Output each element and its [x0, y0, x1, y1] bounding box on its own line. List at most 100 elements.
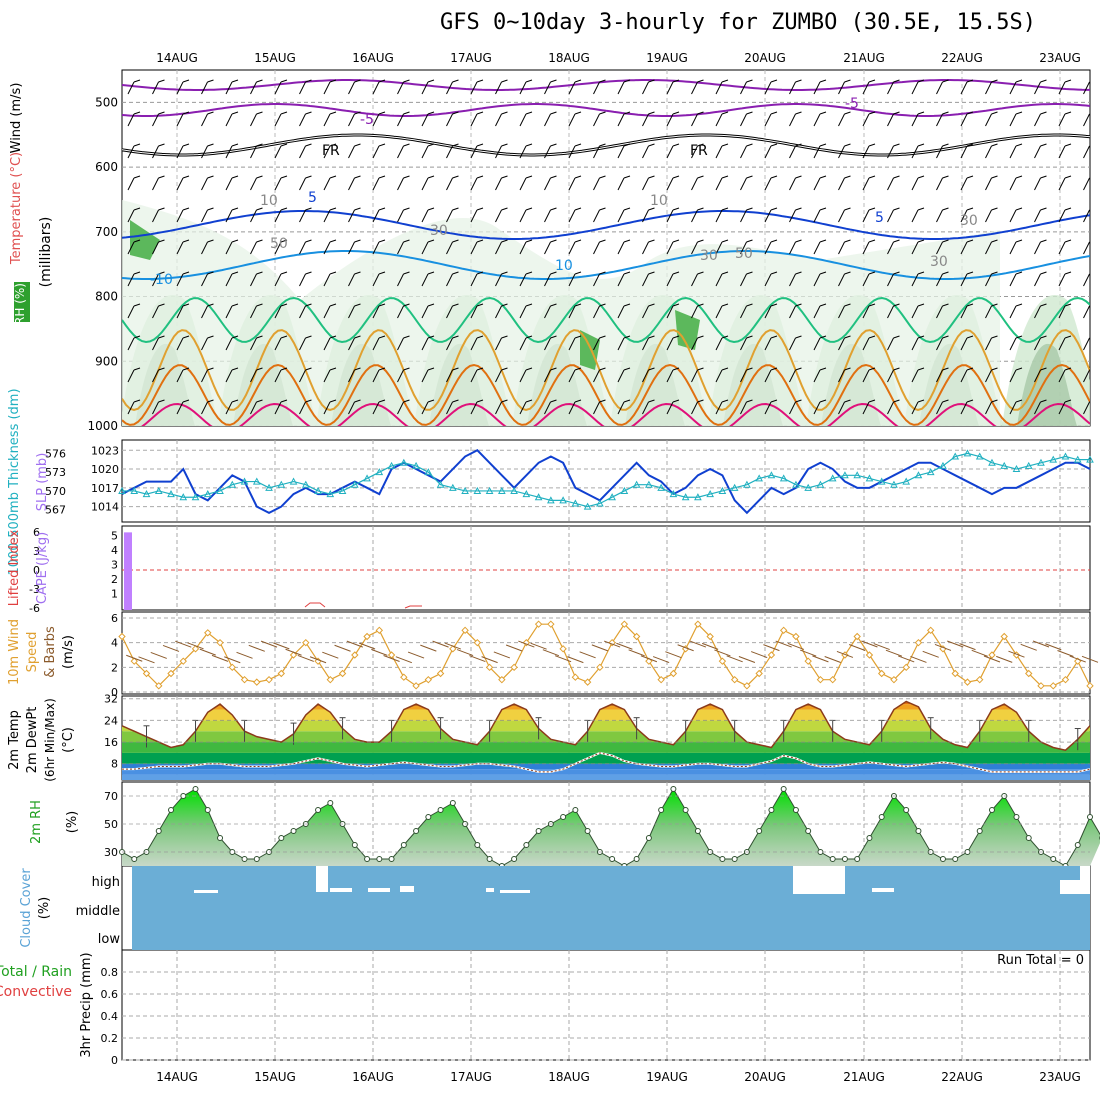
wind-barb: [231, 367, 239, 371]
rh-point: [413, 828, 420, 834]
wind-speed-point: [289, 651, 298, 659]
wind-barb: [354, 399, 361, 403]
wind-barb: [323, 273, 331, 287]
wind-barb: [525, 335, 533, 339]
cloud-gap: [316, 866, 328, 892]
contour-label: 50: [270, 236, 288, 252]
wind-barb: [1064, 303, 1072, 307]
wind-barb: [1045, 643, 1062, 651]
wind-barb: [1034, 113, 1041, 127]
wind-barb: [813, 305, 821, 319]
wind-barb: [593, 241, 600, 255]
y-tick-label: 900: [95, 354, 118, 368]
wind-barb: [427, 271, 435, 275]
wind-barb: [648, 303, 655, 307]
wind-speed-point: [498, 675, 506, 684]
wind-barb: [452, 303, 459, 307]
wind-barb: [1040, 175, 1047, 179]
wind-barb: [348, 273, 355, 287]
contour-label: -5: [360, 112, 374, 128]
wind-barb: [446, 113, 453, 127]
wind-barb: [911, 305, 919, 319]
wind-barb: [960, 241, 968, 255]
wind-barb: [158, 175, 165, 179]
wind-barb: [378, 207, 386, 211]
wind-barb: [544, 113, 551, 127]
wind-speed-point: [694, 620, 702, 628]
wind-barb: [182, 79, 190, 83]
wind-barb: [689, 640, 707, 648]
rh-point: [388, 856, 395, 862]
wind-barb: [397, 81, 404, 95]
wind-barb: [348, 401, 355, 415]
wind-barb: [623, 207, 631, 211]
wind-barb: [256, 143, 263, 147]
wind-barb: [182, 111, 190, 115]
wind-barb: [936, 145, 943, 159]
rh-point: [694, 828, 701, 834]
wind-barb: [323, 209, 331, 223]
wind-speed-point: [1049, 682, 1057, 690]
rh-point: [437, 807, 444, 813]
wind-speed-point: [510, 663, 518, 672]
wind-barb: [574, 79, 582, 83]
wind-barb: [201, 273, 208, 287]
wind-barb: [201, 369, 208, 383]
thickness-point: [547, 496, 555, 504]
wind-barb: [544, 401, 551, 415]
wind-barb: [983, 655, 1001, 663]
wind-barb: [599, 399, 606, 403]
wind-barb: [599, 143, 606, 147]
panel-frame: [121, 949, 1091, 1061]
rh-point: [364, 856, 371, 862]
thickness-tick-label: 567: [45, 504, 66, 517]
rh-point: [1050, 856, 1057, 862]
wind-barb: [666, 81, 674, 95]
wind-barb: [770, 207, 778, 211]
wind-barb: [231, 175, 239, 179]
wind-barb: [152, 209, 159, 223]
wind-barb: [127, 337, 135, 351]
lifted-index-line: [304, 602, 326, 608]
wind-barb: [280, 239, 288, 243]
wind-barb: [371, 648, 388, 656]
wind-barb: [432, 640, 449, 648]
wind-barb: [868, 367, 876, 371]
wind-barb: [770, 239, 778, 243]
wind-barb: [648, 271, 655, 275]
wind-barb: [495, 273, 502, 287]
wind-barb: [770, 111, 778, 115]
wind-barb: [1064, 143, 1072, 147]
wind-speed-point: [559, 645, 567, 653]
wind-barb: [862, 81, 870, 95]
wind-barb: [348, 81, 355, 95]
wind-barb: [991, 271, 998, 275]
wind-barb: [942, 207, 949, 211]
slp-axis-label: SLP (mb): [35, 453, 50, 512]
wind-barb: [642, 273, 649, 287]
wind-barb: [917, 271, 925, 275]
wind-barb: [397, 369, 404, 383]
wind-barb: [697, 143, 704, 147]
wind-barb: [617, 369, 625, 383]
wind-barb: [329, 111, 337, 115]
wind-barb: [910, 655, 927, 663]
lifted-index-tick-label: 6: [33, 526, 40, 539]
wind-barb: [348, 369, 355, 383]
wind-barb: [525, 399, 533, 403]
wind-barb: [256, 303, 263, 307]
wind-barb: [1058, 273, 1066, 287]
wind-barb: [175, 640, 192, 648]
wind-speed-point: [216, 638, 224, 647]
wind-barb: [403, 111, 410, 115]
wind-barb: [452, 111, 459, 115]
wind-barb: [868, 303, 876, 307]
wind-barb: [280, 207, 288, 211]
wind-barb: [519, 273, 527, 287]
rh-point: [952, 856, 959, 862]
wind-speed-point: [424, 675, 433, 684]
wind-barb: [868, 399, 876, 403]
wind-barb: [201, 145, 208, 159]
wind-barb: [623, 143, 631, 147]
wind-barb: [746, 175, 753, 179]
